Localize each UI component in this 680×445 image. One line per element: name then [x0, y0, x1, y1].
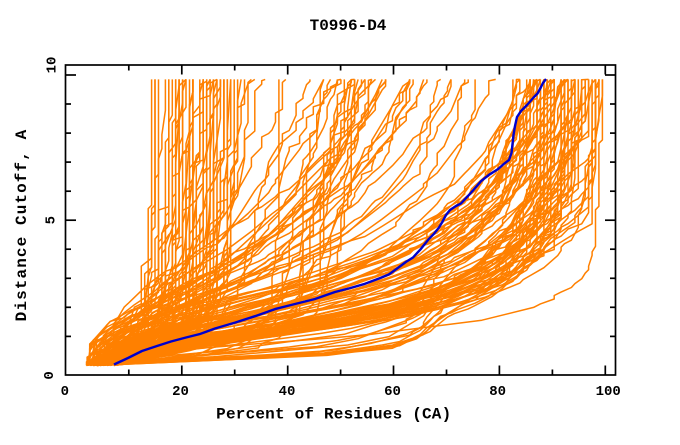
svg-text:80: 80 [489, 384, 506, 400]
svg-text:5: 5 [43, 216, 59, 224]
svg-text:0: 0 [61, 384, 69, 400]
svg-text:Distance Cutoff, A: Distance Cutoff, A [13, 129, 31, 322]
svg-text:0: 0 [42, 371, 58, 379]
svg-text:T0996-D4: T0996-D4 [310, 17, 387, 35]
svg-text:10: 10 [45, 57, 61, 74]
svg-text:60: 60 [384, 384, 401, 400]
svg-text:Percent of Residues (CA): Percent of Residues (CA) [216, 405, 451, 423]
svg-text:100: 100 [596, 384, 621, 400]
svg-text:40: 40 [279, 384, 296, 400]
svg-text:20: 20 [172, 384, 189, 400]
